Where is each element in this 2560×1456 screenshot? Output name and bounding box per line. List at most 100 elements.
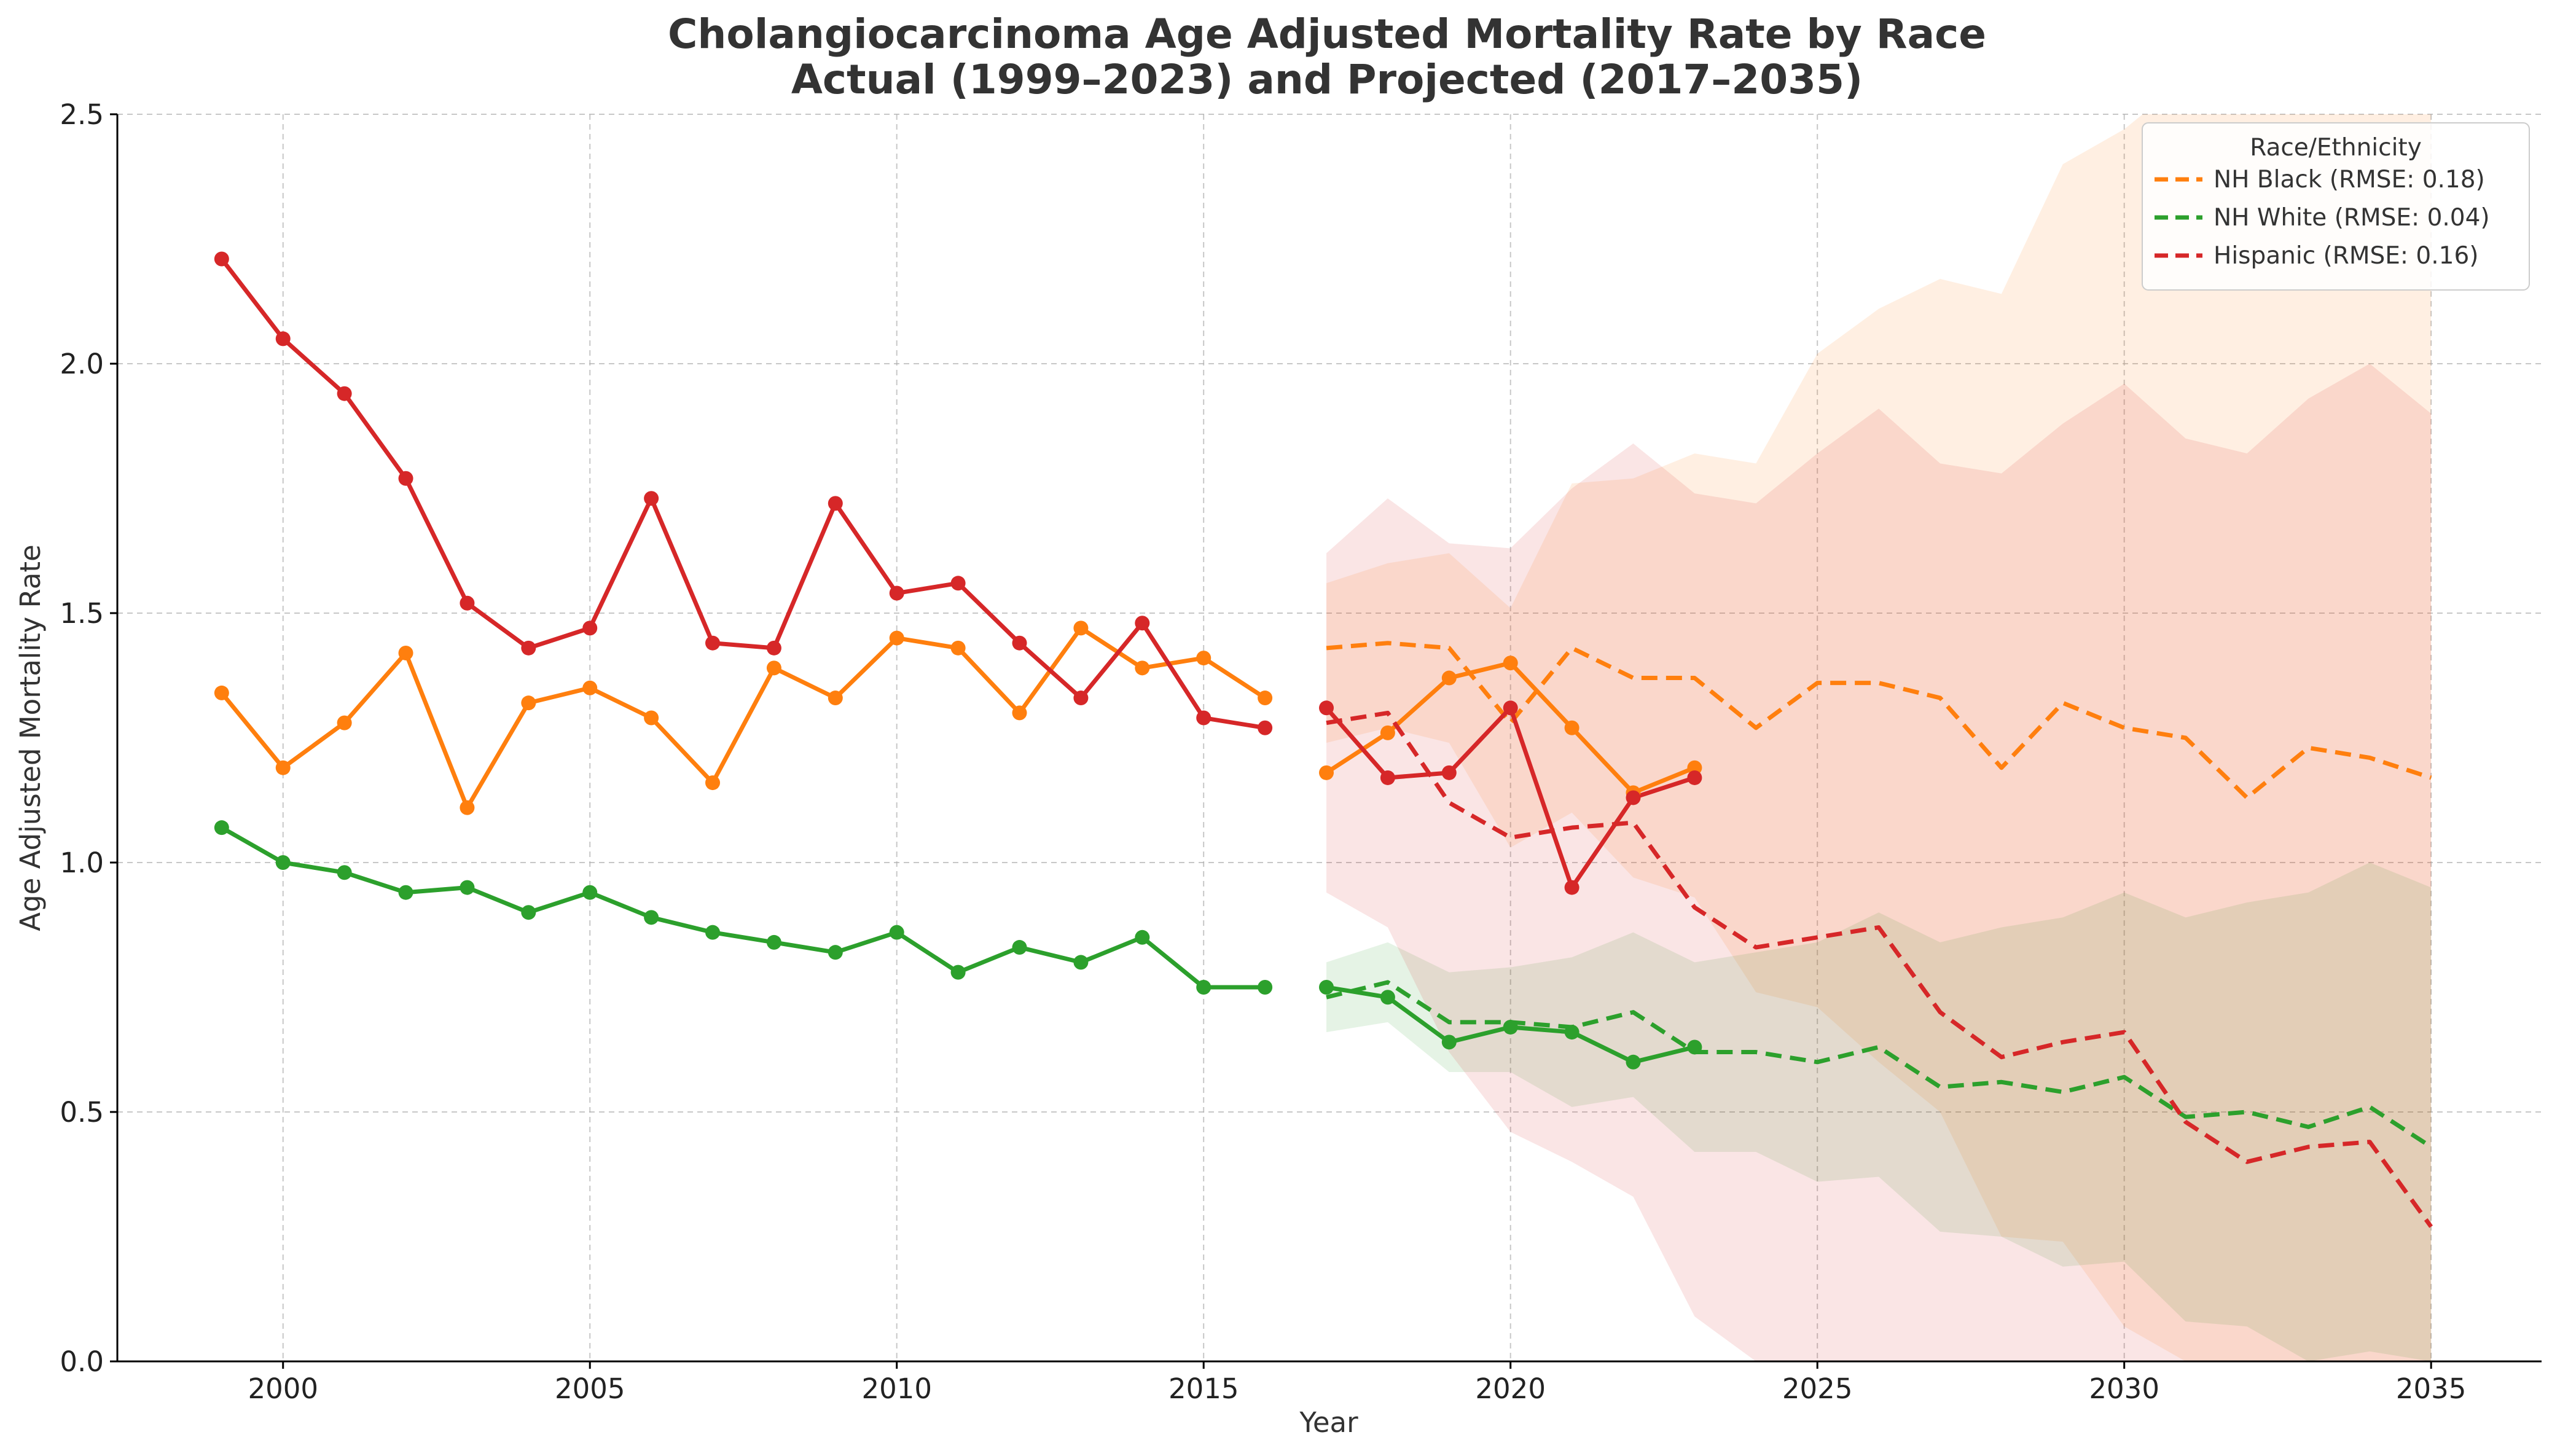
nh-white-point — [1380, 990, 1395, 1005]
x-tick-label: 2025 — [1782, 1372, 1853, 1405]
nh-white-actual-line — [221, 826, 1266, 990]
nh-black-point — [644, 710, 659, 726]
nh-black-actual-line — [220, 625, 1267, 810]
y-tick-label: 1.5 — [60, 597, 104, 630]
nh-black-point — [1441, 670, 1457, 686]
hispanic-legend-label: Hispanic (RMSE: 0.16) — [2214, 242, 2478, 270]
hispanic-point — [214, 251, 229, 267]
y-tick-label: 2.0 — [60, 348, 104, 380]
nh-white-point — [1135, 930, 1150, 945]
legend: Race/Ethnicity NH Black (RMSE: 0.18) NH W… — [2142, 122, 2530, 291]
hispanic-point — [1503, 700, 1518, 716]
nh-white-point — [337, 865, 352, 880]
x-tick-label: 2010 — [861, 1372, 932, 1405]
nh-black-point — [828, 691, 843, 706]
nh-black-confidence-band — [1326, 114, 2432, 1361]
nh-white-point — [1503, 1019, 1518, 1035]
chart-title: Cholangiocarcinoma Age Adjusted Mortalit… — [668, 10, 1986, 58]
hispanic-point — [460, 595, 475, 611]
hispanic-point — [1073, 691, 1089, 706]
nh-black-point — [398, 645, 413, 660]
nh-black-point — [1319, 765, 1334, 780]
hispanic-point — [1441, 765, 1457, 780]
x-tick-label: 2035 — [2396, 1372, 2467, 1405]
nh-white-point — [1012, 940, 1027, 955]
axes — [116, 114, 2542, 1363]
nh-white-point — [398, 885, 413, 900]
nh-black-point — [1503, 656, 1518, 671]
hispanic-point — [1380, 770, 1395, 785]
hispanic-point — [828, 496, 843, 511]
nh-black-point — [521, 695, 536, 711]
nh-black-point — [1135, 660, 1150, 676]
hispanic-point — [705, 635, 721, 651]
nh-white-point — [521, 905, 536, 920]
nh-white-point — [1196, 980, 1211, 995]
nh-black-point — [214, 685, 229, 700]
hispanic-projected-line — [1326, 710, 2433, 1228]
ticks: 2000 2005 2010 2015 2020 2025 2030 2035 0.0 0.5 1.… — [60, 98, 2466, 1405]
hispanic-actual-line — [220, 257, 1266, 730]
nh-white-point — [1258, 980, 1273, 995]
hispanic-point — [766, 640, 781, 656]
chart-subtitle: Actual (1999–2023) and Projected (2017–2… — [791, 56, 1863, 103]
nh-white-point — [1626, 1054, 1641, 1070]
series-points — [214, 251, 1702, 1070]
nh-black-point — [1196, 651, 1211, 666]
y-tick-label: 2.5 — [60, 98, 104, 131]
y-tick-label: 1.0 — [60, 847, 104, 879]
y-tick-label: 0.0 — [60, 1345, 104, 1378]
nh-black-legend-label: NH Black (RMSE: 0.18) — [2214, 166, 2485, 194]
hispanic-point — [1012, 635, 1027, 651]
nh-white-point — [1687, 1039, 1702, 1055]
y-tick-label: 0.5 — [60, 1096, 104, 1129]
x-tick-label: 2000 — [248, 1372, 318, 1405]
nh-white-point — [582, 885, 598, 900]
nh-black-point — [337, 715, 352, 730]
nh-white-point — [460, 880, 475, 895]
nh-black-point — [766, 660, 781, 676]
x-tick-label: 2020 — [1475, 1372, 1546, 1405]
nh-white-point — [828, 945, 843, 960]
confidence-bands — [1326, 114, 2432, 1361]
hispanic-point — [337, 386, 352, 401]
nh-white-confidence-band — [1326, 863, 2432, 1361]
hispanic-point — [889, 585, 904, 601]
hispanic-point — [521, 640, 536, 656]
nh-white-point — [950, 965, 966, 980]
y-axis-label: Age Adjusted Mortality Rate — [14, 544, 47, 931]
nh-white-point — [1441, 1035, 1457, 1050]
nh-black-point — [275, 760, 291, 775]
hispanic-point — [1687, 770, 1702, 785]
nh-white-legend-label: NH White (RMSE: 0.04) — [2214, 204, 2490, 232]
nh-black-point — [1258, 691, 1273, 706]
nh-white-point — [766, 934, 781, 950]
hispanic-point — [1258, 720, 1273, 735]
hispanic-point — [644, 491, 659, 506]
nh-white-point — [1073, 955, 1089, 970]
hispanic-point — [1196, 710, 1211, 726]
nh-white-point — [214, 820, 229, 836]
hispanic-point — [1319, 700, 1334, 716]
nh-white-point — [889, 925, 904, 940]
nh-black-point — [582, 680, 598, 695]
hispanic-point — [582, 620, 598, 636]
nh-black-point — [950, 640, 966, 656]
hispanic-point — [275, 331, 291, 346]
nh-black-point — [889, 630, 904, 646]
nh-black-point — [1564, 720, 1579, 735]
legend-box — [2142, 122, 2530, 291]
nh-black-point — [705, 775, 721, 791]
nh-black-point — [460, 800, 475, 815]
legend-title: Race/Ethnicity — [2250, 134, 2422, 162]
hispanic-point — [1626, 790, 1641, 805]
hispanic-point — [1135, 616, 1150, 631]
x-axis-label: Year — [1299, 1406, 1358, 1439]
nh-white-point — [705, 925, 721, 940]
nh-black-point — [1073, 620, 1089, 636]
nh-white-point — [275, 855, 291, 870]
hispanic-point — [950, 576, 966, 591]
hispanic-point — [1564, 880, 1579, 895]
nh-black-point — [1012, 705, 1027, 721]
